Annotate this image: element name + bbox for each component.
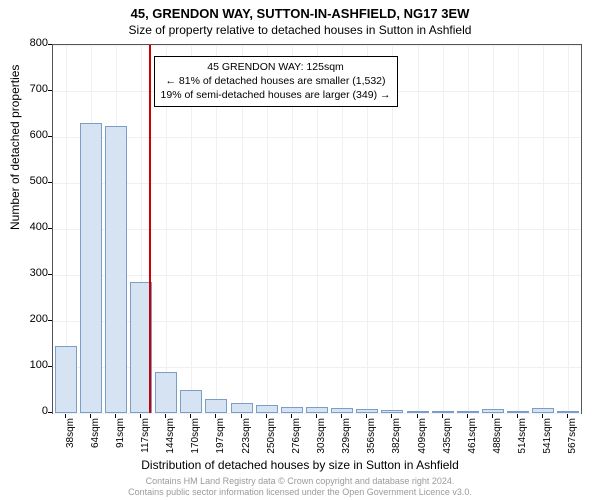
annotation-line1: 45 GRENDON WAY: 125sqm xyxy=(161,60,391,74)
xtick-label: 91sqm xyxy=(115,418,126,468)
xtick-mark xyxy=(492,414,493,418)
histogram-bar xyxy=(381,410,403,413)
xtick-mark xyxy=(140,414,141,418)
annotation-box: 45 GRENDON WAY: 125sqm← 81% of detached … xyxy=(154,56,398,107)
ytick-mark xyxy=(48,182,52,183)
xtick-mark xyxy=(567,414,568,418)
histogram-bar xyxy=(457,411,479,413)
xtick-mark xyxy=(115,414,116,418)
xtick-label: 276sqm xyxy=(291,418,302,468)
histogram-bar xyxy=(155,372,177,413)
histogram-bar xyxy=(557,411,579,413)
xtick-mark xyxy=(391,414,392,418)
page-subtitle: Size of property relative to detached ho… xyxy=(0,23,600,37)
marker-line xyxy=(149,45,151,413)
xtick-mark xyxy=(266,414,267,418)
annotation-line3: 19% of semi-detached houses are larger (… xyxy=(161,88,391,102)
ytick-label: 500 xyxy=(8,175,48,187)
histogram-bar xyxy=(407,411,429,413)
histogram-bar xyxy=(281,407,303,413)
footer-attribution: Contains HM Land Registry data © Crown c… xyxy=(0,476,600,498)
ytick-mark xyxy=(48,366,52,367)
gridline-v xyxy=(493,45,494,413)
xtick-label: 117sqm xyxy=(140,418,151,468)
histogram-bar xyxy=(482,409,504,413)
histogram-bar xyxy=(331,408,353,413)
histogram-bar xyxy=(55,346,77,413)
ytick-label: 100 xyxy=(8,359,48,371)
histogram-bar xyxy=(256,405,278,413)
xtick-mark xyxy=(90,414,91,418)
ytick-mark xyxy=(48,320,52,321)
xtick-mark xyxy=(417,414,418,418)
xtick-label: 382sqm xyxy=(391,418,402,468)
gridline-v xyxy=(568,45,569,413)
footer-line2: Contains public sector information licen… xyxy=(128,487,472,497)
xtick-mark xyxy=(517,414,518,418)
ytick-label: 600 xyxy=(8,129,48,141)
histogram-bar xyxy=(356,409,378,413)
gridline-v xyxy=(468,45,469,413)
page-title: 45, GRENDON WAY, SUTTON-IN-ASHFIELD, NG1… xyxy=(0,6,600,21)
histogram-bar xyxy=(80,123,102,413)
xtick-mark xyxy=(467,414,468,418)
gridline-v xyxy=(443,45,444,413)
xtick-label: 567sqm xyxy=(567,418,578,468)
xtick-label: 303sqm xyxy=(316,418,327,468)
histogram-bar xyxy=(180,390,202,413)
xtick-label: 223sqm xyxy=(241,418,252,468)
gridline-h xyxy=(53,413,581,414)
histogram-bar xyxy=(205,399,227,413)
xtick-mark xyxy=(291,414,292,418)
xtick-label: 250sqm xyxy=(266,418,277,468)
xtick-mark xyxy=(241,414,242,418)
xtick-mark xyxy=(190,414,191,418)
xtick-label: 170sqm xyxy=(190,418,201,468)
ytick-mark xyxy=(48,136,52,137)
histogram-bar xyxy=(306,407,328,413)
xtick-mark xyxy=(215,414,216,418)
ytick-mark xyxy=(48,274,52,275)
ytick-label: 800 xyxy=(8,37,48,49)
ytick-mark xyxy=(48,44,52,45)
ytick-label: 0 xyxy=(8,405,48,417)
xtick-label: 144sqm xyxy=(165,418,176,468)
gridline-v xyxy=(543,45,544,413)
xtick-label: 409sqm xyxy=(417,418,428,468)
histogram-bar xyxy=(432,411,454,413)
histogram-bar xyxy=(105,126,127,414)
xtick-label: 38sqm xyxy=(65,418,76,468)
title-block: 45, GRENDON WAY, SUTTON-IN-ASHFIELD, NG1… xyxy=(0,0,600,37)
ytick-mark xyxy=(48,90,52,91)
xtick-label: 435sqm xyxy=(442,418,453,468)
xtick-label: 488sqm xyxy=(492,418,503,468)
xtick-label: 356sqm xyxy=(366,418,377,468)
xtick-label: 197sqm xyxy=(215,418,226,468)
xtick-mark xyxy=(366,414,367,418)
xtick-mark xyxy=(165,414,166,418)
xtick-label: 514sqm xyxy=(517,418,528,468)
xtick-label: 461sqm xyxy=(467,418,478,468)
ytick-mark xyxy=(48,412,52,413)
histogram-bar xyxy=(231,403,253,413)
xtick-mark xyxy=(65,414,66,418)
ytick-label: 300 xyxy=(8,267,48,279)
footer-line1: Contains HM Land Registry data © Crown c… xyxy=(146,476,455,486)
xtick-label: 329sqm xyxy=(341,418,352,468)
xtick-mark xyxy=(542,414,543,418)
xtick-label: 541sqm xyxy=(542,418,553,468)
ytick-mark xyxy=(48,228,52,229)
histogram-bar xyxy=(532,408,554,413)
ytick-label: 700 xyxy=(8,83,48,95)
xtick-mark xyxy=(316,414,317,418)
ytick-label: 400 xyxy=(8,221,48,233)
histogram-bar xyxy=(507,411,529,413)
gridline-v xyxy=(418,45,419,413)
ytick-label: 200 xyxy=(8,313,48,325)
xtick-mark xyxy=(341,414,342,418)
gridline-v xyxy=(518,45,519,413)
xtick-mark xyxy=(442,414,443,418)
xtick-label: 64sqm xyxy=(90,418,101,468)
annotation-line2: ← 81% of detached houses are smaller (1,… xyxy=(161,74,391,88)
